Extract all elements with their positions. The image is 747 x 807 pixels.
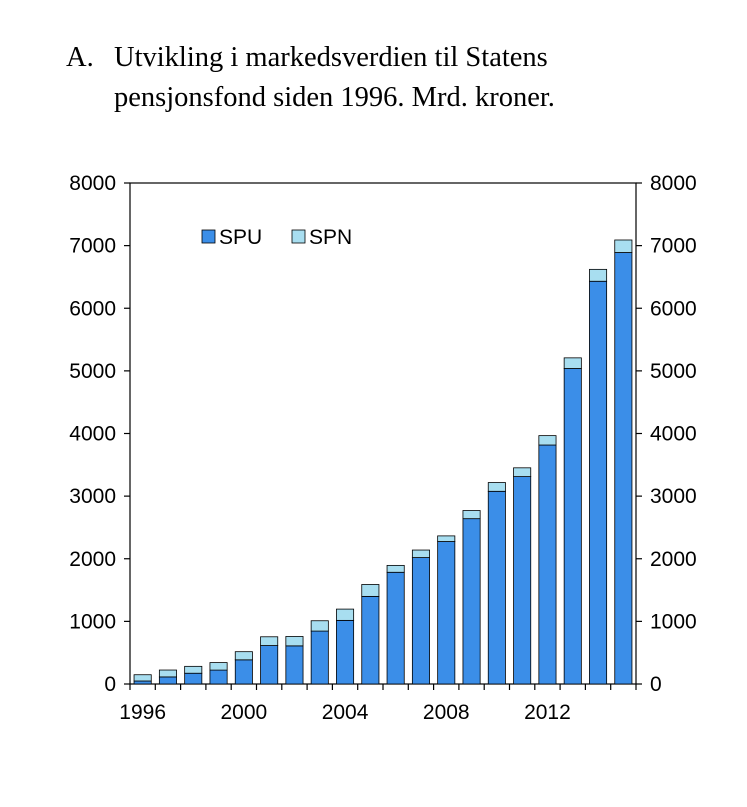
bar-spn-2007 — [411, 549, 430, 558]
x-tick-label-2012: 2012 — [524, 701, 571, 724]
x-tick-label-2008: 2008 — [423, 701, 470, 724]
bar-spu-2002 — [285, 645, 304, 685]
bar-spn-2009 — [462, 510, 481, 520]
title-line-1: Utvikling i markedsverdien til Statens — [114, 42, 548, 73]
bar-spu-1997 — [158, 676, 177, 685]
plot-frame — [129, 182, 637, 685]
bar-spn-2015 — [614, 239, 633, 253]
plot-border — [129, 182, 637, 685]
x-tick-label-2004: 2004 — [322, 701, 369, 724]
bar-spn-2006 — [386, 564, 405, 573]
legend: SPU SPN — [201, 226, 352, 249]
y-tick-label-left: 7000 — [69, 235, 116, 258]
bar-spn-2013 — [563, 357, 582, 369]
title-line-2: pensjonsfond siden 1996. Mrd. kroner. — [114, 82, 555, 113]
bar-spu-2008 — [437, 541, 456, 685]
bar-spn-2012 — [538, 435, 557, 446]
bar-spu-2005 — [361, 595, 380, 685]
y-tick-label-left: 5000 — [69, 360, 116, 383]
y-tick-label-right: 0 — [650, 673, 662, 696]
y-tick-label-left: 4000 — [69, 423, 116, 446]
y-tick-label-right: 1000 — [650, 610, 697, 633]
y-tick-label-right: 4000 — [650, 423, 697, 446]
bar-spn-2014 — [589, 268, 608, 282]
bar-spu-2007 — [411, 557, 430, 685]
bar-spu-2000 — [234, 659, 253, 685]
bar-spu-2015 — [614, 252, 633, 685]
y-tick-label-right: 7000 — [650, 235, 697, 258]
y-tick-label-right: 2000 — [650, 548, 697, 571]
bar-spu-2004 — [336, 619, 355, 685]
bar-spn-2010 — [487, 482, 506, 492]
x-tick-label-2000: 2000 — [220, 701, 267, 724]
y-tick-label-left: 2000 — [69, 548, 116, 571]
bar-spu-2012 — [538, 444, 557, 685]
bar-spn-2003 — [310, 620, 329, 632]
y-tick-label-left: 6000 — [69, 297, 116, 320]
bar-spn-2002 — [285, 636, 304, 647]
legend-swatch-spn — [291, 229, 306, 244]
bar-spu-2014 — [589, 280, 608, 685]
bar-spu-2003 — [310, 630, 329, 685]
bars — [133, 239, 633, 685]
legend-label-spn: SPN — [309, 226, 352, 249]
bar-spn-2005 — [361, 584, 380, 597]
y-tick-label-right: 5000 — [650, 360, 697, 383]
y-tick-label-right: 3000 — [650, 485, 697, 508]
axes: 0 0 1000 1000 2000 2000 3000 3000 4000 4000 5000 50… — [69, 172, 696, 724]
bar-spu-1999 — [209, 669, 228, 685]
bar-spn-1998 — [184, 665, 203, 674]
x-tick-label-1996: 1996 — [119, 701, 166, 724]
bar-spn-1997 — [158, 669, 177, 678]
bar-spu-2010 — [487, 490, 506, 685]
y-tick-label-left: 3000 — [69, 485, 116, 508]
bar-spn-2011 — [513, 467, 532, 477]
bar-spu-1998 — [184, 672, 203, 685]
bar-spn-2004 — [336, 608, 355, 621]
legend-label-spu: SPU — [219, 226, 262, 249]
bar-spu-2001 — [260, 645, 279, 685]
y-tick-label-left: 1000 — [69, 610, 116, 633]
bar-spu-1996 — [133, 680, 152, 685]
bar-spn-2000 — [234, 651, 253, 661]
bar-spu-2013 — [563, 368, 582, 685]
bar-spu-2009 — [462, 518, 481, 685]
bar-spn-1996 — [133, 674, 152, 682]
bar-spu-2006 — [386, 571, 405, 685]
bar-spn-2001 — [260, 636, 279, 646]
figure-label: A. — [66, 42, 94, 73]
y-tick-label-left: 8000 — [69, 172, 116, 195]
bar-spn-1999 — [209, 662, 228, 671]
chart-title: A. Utvikling i markedsverdien til Staten… — [66, 38, 726, 118]
legend-swatch-spu — [201, 229, 216, 244]
bar-spu-2011 — [513, 476, 532, 685]
y-tick-label-left: 0 — [104, 673, 116, 696]
bar-spn-2008 — [437, 535, 456, 542]
y-tick-label-right: 8000 — [650, 172, 697, 195]
y-tick-label-right: 6000 — [650, 297, 697, 320]
